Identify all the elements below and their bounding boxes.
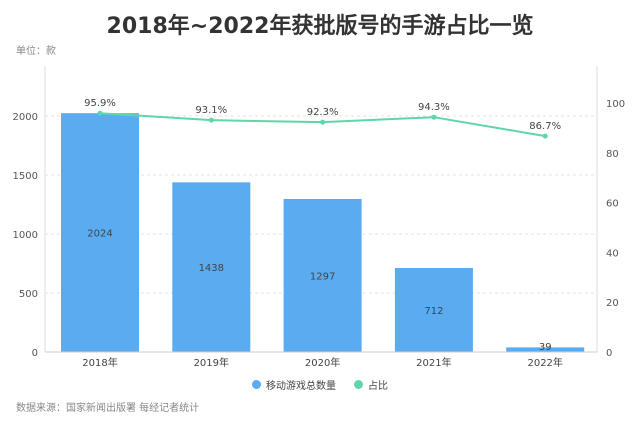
left-tick-label: 1000 (13, 230, 38, 241)
right-tick-label: 40 (606, 248, 619, 259)
bar-value-label: 1438 (199, 263, 224, 274)
bar (61, 113, 139, 352)
ratio-value-label: 92.3% (307, 107, 339, 118)
bar (172, 182, 251, 352)
bar-value-label: 39 (539, 342, 552, 353)
right-tick-label: 20 (606, 298, 619, 309)
left-tick-label: 0 (32, 348, 38, 359)
plot-area: 0 500 1000 1500 2000 0 20 40 60 80 100 2024 1438 1297… (13, 66, 625, 369)
bar-value-label: 712 (424, 306, 443, 317)
right-tick-label: 100 (606, 99, 625, 110)
ratio-value-label: 86.7% (529, 121, 561, 132)
legend-swatch (354, 380, 363, 389)
ratio-point (97, 110, 103, 116)
ratio-point (542, 133, 548, 139)
bar-value-label: 1297 (310, 271, 335, 282)
source-note: 数据来源：国家新闻出版署 每经记者统计 (16, 403, 200, 414)
right-tick-label: 60 (606, 199, 619, 210)
ratio-value-label: 94.3% (418, 102, 450, 113)
right-tick-label: 80 (606, 149, 619, 160)
bar-value-label: 2024 (87, 229, 112, 240)
legend-swatch (252, 380, 261, 389)
x-tick-label: 2019年 (194, 356, 229, 369)
x-tick-label: 2018年 (82, 356, 117, 369)
chart-title: 2018年~2022年获批版号的手游占比一览 (106, 14, 534, 39)
bar (283, 198, 362, 352)
left-tick-label: 500 (19, 289, 38, 300)
x-tick-label: 2021年 (416, 356, 451, 369)
ratio-value-label: 95.9% (84, 98, 116, 109)
x-tick-label: 2022年 (527, 356, 562, 369)
right-tick-label: 0 (606, 348, 612, 359)
left-tick-label: 1500 (13, 171, 38, 182)
left-tick-label: 2000 (13, 112, 38, 123)
bar (506, 347, 585, 352)
legend-item-ratio[interactable]: 占比 (354, 377, 388, 392)
unit-label: 单位：款 (16, 46, 56, 57)
ratio-point (320, 119, 326, 125)
legend-label: 移动游戏总数量 (266, 381, 336, 392)
legend-label: 占比 (368, 381, 388, 392)
legend-item-count[interactable]: 移动游戏总数量 (252, 377, 336, 392)
ratio-point (208, 117, 214, 123)
ratio-point (431, 114, 437, 120)
legend: 移动游戏总数量 占比 (0, 377, 640, 392)
ratio-value-label: 93.1% (195, 105, 227, 116)
bar (394, 267, 473, 352)
x-tick-label: 2020年 (305, 356, 340, 369)
